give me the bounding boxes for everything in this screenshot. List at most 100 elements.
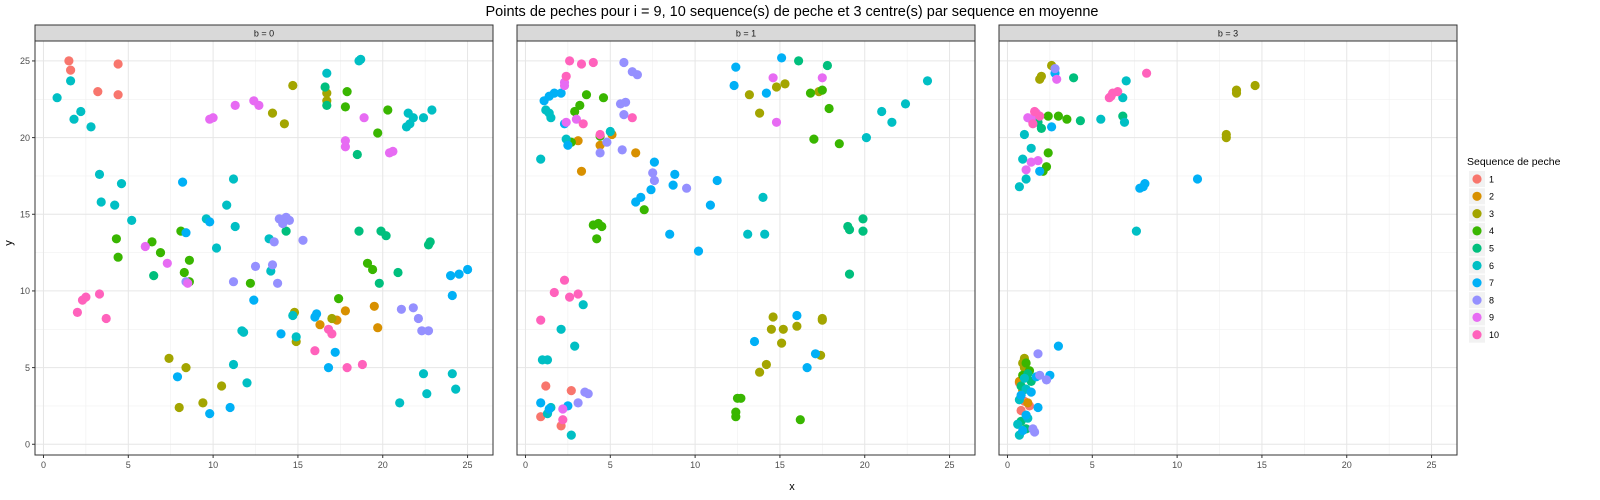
facet-panel: b = 1 0 5 10 15 20 25 [516,24,976,470]
data-point [761,88,772,98]
data-point [86,122,96,132]
data-point [66,65,76,75]
data-point [281,226,291,236]
data-point [116,179,127,189]
data-point [1131,226,1141,236]
data-point [536,398,546,408]
data-point [96,197,106,207]
data-point [381,231,391,241]
data-point [359,113,369,123]
data-point [573,398,583,408]
data-point [1021,174,1031,184]
data-point [1142,68,1152,78]
data-point [1043,148,1053,158]
data-point [693,246,704,256]
y-axis-label: y [3,240,15,246]
data-point [573,289,583,299]
data-point [388,146,398,156]
data-point [184,255,194,265]
x-tick-label: 5 [608,460,613,470]
data-point [556,88,566,98]
data-point [639,205,649,215]
data-point [463,264,473,275]
data-point [354,226,364,236]
data-point [1053,341,1063,351]
data-point [1118,93,1128,103]
data-point [777,338,787,348]
data-point [320,82,330,92]
facet-strip-label: b = 3 [1218,29,1238,39]
data-point [408,303,418,313]
data-point [563,140,573,150]
data-point [322,100,332,110]
data-point [1021,165,1031,175]
data-point [94,169,105,179]
data-point [1062,114,1072,124]
data-point [111,234,121,244]
panel-background [35,41,493,455]
legend-label: 5 [1489,244,1494,254]
data-point [758,192,768,202]
data-point [413,313,423,324]
data-point [1113,87,1123,97]
data-point [66,76,76,86]
data-point [93,87,103,97]
data-point [446,271,456,281]
data-point [101,313,111,324]
data-point [536,315,546,325]
data-point [447,369,457,379]
data-point [373,128,383,138]
data-point [817,73,827,83]
data-point [149,271,159,281]
data-point [113,90,123,100]
data-point [558,415,568,425]
data-point [330,347,340,357]
x-tick-label: 10 [208,460,218,470]
legend-key [1472,330,1482,340]
data-point [279,119,289,129]
data-point [595,148,605,158]
data-point [267,260,278,270]
facet-panel: b = 3 0 5 10 15 20 25 [998,24,1458,470]
data-point [809,134,819,144]
data-point [1119,117,1130,127]
data-point [595,129,605,140]
data-point [731,62,741,72]
data-point [179,267,189,278]
data-point [1069,73,1079,83]
data-point [178,177,188,187]
data-point [208,113,218,123]
x-tick-label: 15 [293,460,303,470]
data-point [561,117,571,127]
facet-panel: b = 0 0 5 10 15 20 25 0 5 10 15 20 25 [20,24,494,470]
data-point [761,359,772,370]
data-point [340,136,350,146]
data-point [646,185,656,195]
data-point [559,275,570,285]
data-point [1096,114,1106,124]
data-point [817,313,827,324]
data-point [566,430,576,440]
data-point [571,114,582,124]
y-tick-label: 10 [20,286,30,296]
data-point [312,309,322,319]
x-tick-label: 5 [126,460,131,470]
x-tick-label: 25 [945,460,955,470]
data-point [228,359,239,370]
data-point [164,353,174,363]
data-point [174,402,184,413]
data-point [570,341,580,351]
data-point [858,214,868,224]
data-point [792,310,802,321]
data-point [72,307,82,317]
data-point [52,93,62,103]
facet-panels: b = 0 0 5 10 15 20 25 0 5 10 15 20 25 b = 1 0 5 10 15 20 25… [20,24,1458,470]
data-point [1035,370,1045,380]
data-point [583,389,593,399]
data-point [395,398,405,408]
data-point [565,292,575,302]
data-point [340,306,350,316]
data-point [245,278,255,288]
data-point [113,252,123,262]
data-point [588,57,598,68]
